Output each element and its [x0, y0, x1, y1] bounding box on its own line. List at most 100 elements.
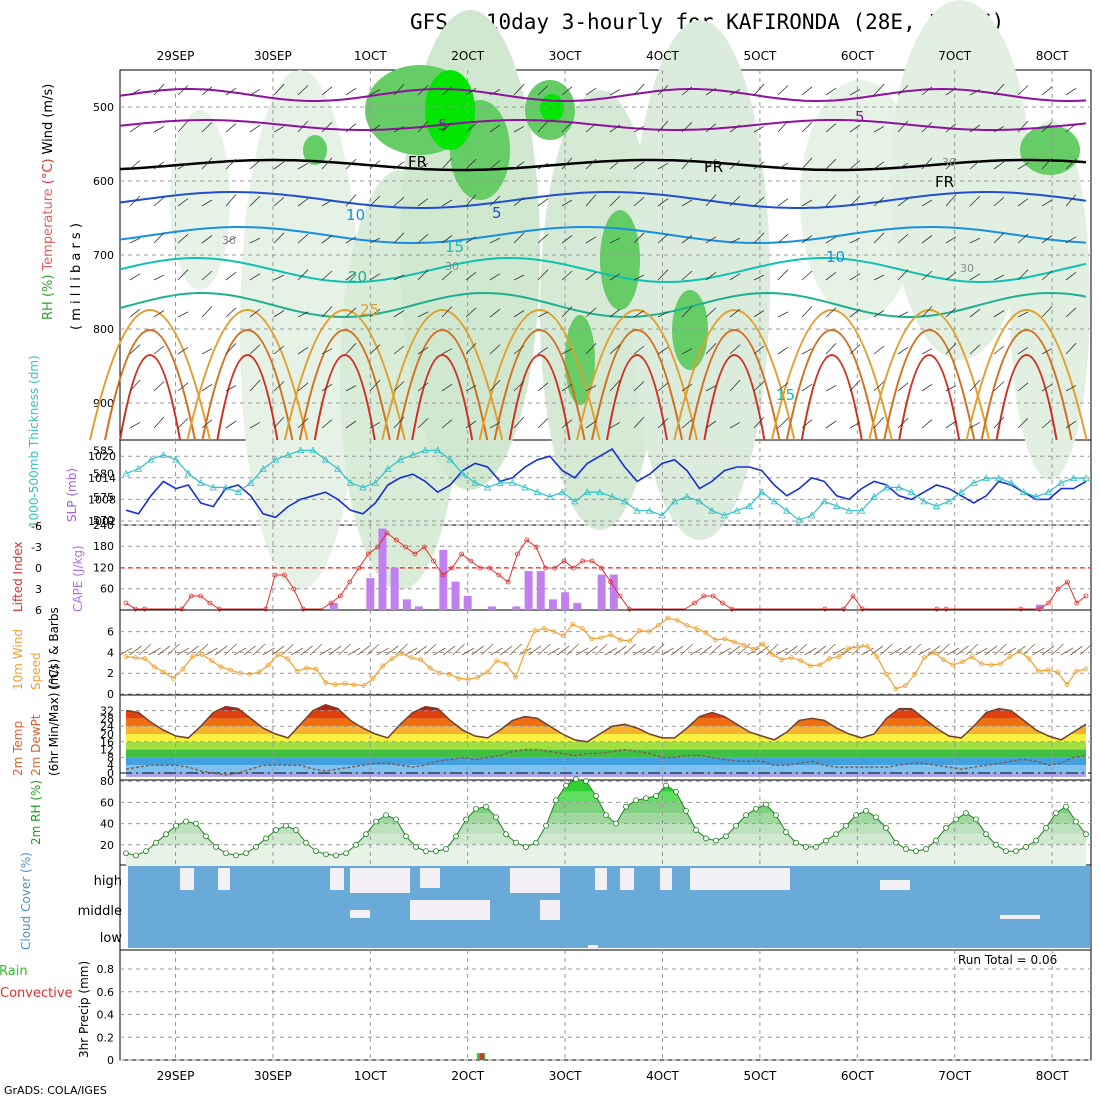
clear-gap [350, 868, 410, 893]
wind-speed-point [883, 671, 889, 677]
wind-barb [423, 643, 437, 656]
wind-speed-point [133, 655, 138, 660]
wind-barb [1041, 270, 1053, 281]
rh-ylabel: 2m RH (%) [29, 780, 43, 845]
thickness-point [247, 478, 255, 486]
rh-moist-6 [1020, 125, 1080, 175]
li-point [375, 544, 381, 550]
rh-point [813, 844, 819, 850]
wind-barb [404, 647, 418, 656]
rh-point [423, 848, 429, 855]
wind-barb [441, 199, 453, 207]
wind-barb [1065, 123, 1077, 133]
wind-barb [321, 157, 333, 170]
precip-tick-label: 0 [107, 1054, 114, 1067]
wind-barb [369, 273, 381, 281]
wind-barb [201, 199, 213, 207]
clear-gap [180, 868, 194, 890]
wind-barb [753, 345, 765, 355]
thickness-point [695, 497, 704, 505]
wind-barb [873, 232, 885, 244]
wind-barb [897, 347, 909, 355]
thickness-point [159, 451, 168, 458]
temp-band [126, 741, 1086, 750]
warm-isotherm [898, 354, 961, 441]
wind-barb [177, 311, 189, 318]
wind-barb [729, 308, 741, 318]
wind-barb [969, 273, 981, 281]
wind-barb [537, 382, 549, 392]
cloud-panel: high middle low Cloud Cover (%) [19, 852, 1090, 950]
wind-speed-point [199, 652, 205, 657]
wind-speed-point [931, 650, 937, 655]
wind-barb [297, 198, 309, 207]
wind-barb [897, 198, 909, 207]
wind-ylabel-part: 10m Wind [11, 629, 25, 690]
wind-barb [753, 232, 765, 244]
wind-barb [945, 236, 957, 244]
precip-legend-part: Total / Rain [0, 964, 28, 979]
precip-tick-label: 0.6 [97, 986, 115, 999]
temp-band [126, 749, 1086, 758]
rh-point [183, 818, 189, 825]
wind-barb [243, 645, 256, 656]
rh-point [343, 850, 349, 857]
wind-speed-point [380, 663, 386, 669]
wind-barb [369, 344, 381, 355]
wind-barb [585, 307, 597, 318]
wind-barb [129, 195, 141, 207]
thickness-point [1019, 488, 1028, 495]
date-label-bottom: 8OCT [1036, 1069, 1069, 1083]
wind-barb [465, 343, 477, 355]
rh-band [126, 834, 1086, 845]
thickness-point [808, 511, 816, 519]
wind-barb [153, 310, 165, 318]
wind-barb [921, 122, 933, 133]
rh-point [783, 829, 789, 835]
wind-barb [777, 120, 789, 133]
wind-barb [176, 647, 190, 656]
wind-speed-point [560, 633, 566, 639]
clear-gap [540, 900, 560, 920]
date-label-top: 7OCT [938, 49, 971, 63]
date-label-bottom: 3OCT [549, 1069, 582, 1083]
rh-point [493, 814, 499, 821]
thickness-slp-panel: 570 575 580 585 1002 1008 1014 1020 1000-500mb T… [27, 355, 1091, 528]
wind-speed-line [125, 617, 1087, 690]
wind-barb [681, 348, 693, 355]
wind-ylabel-part: (m/s) & Barbs [47, 607, 61, 690]
wind-barb [657, 269, 669, 281]
wind-barb [414, 645, 427, 656]
thickness-point [309, 446, 317, 454]
rh-band [126, 844, 1086, 866]
wind-barb [489, 379, 501, 392]
wind-speed-point [1074, 668, 1079, 674]
rh-point [513, 839, 519, 846]
wind-speed-point [1026, 656, 1032, 662]
wind-speed-point [979, 661, 984, 667]
wind-barb [1079, 643, 1093, 656]
wind-barb [461, 647, 475, 656]
wind-barb [129, 421, 141, 429]
cape-bar [439, 549, 448, 610]
rh-point [773, 812, 779, 819]
wind-speed-point [960, 659, 965, 665]
rh-point [383, 812, 389, 819]
temp-minor-tick-label: 20 [100, 728, 114, 741]
thickness-point [795, 516, 803, 523]
wind-barb [177, 418, 189, 429]
thickness-point [209, 483, 217, 491]
rh-point [623, 803, 629, 810]
rh-point [523, 844, 529, 850]
ylabel-part: Wind (m/s) [41, 84, 56, 155]
wind-speed-point [570, 621, 576, 627]
isotherm-minus5 [119, 119, 1087, 131]
cape-bar [378, 528, 387, 610]
wind-ylabel: 10m Wind Speed (m/s) & Barbs [11, 607, 61, 690]
wind-barb [417, 162, 429, 170]
thickness-point [857, 506, 866, 514]
slp-ylabel: SLP (mb) [65, 468, 79, 522]
wind-barb [297, 347, 309, 355]
wind-barb [393, 125, 405, 133]
wind-barb [273, 345, 285, 355]
